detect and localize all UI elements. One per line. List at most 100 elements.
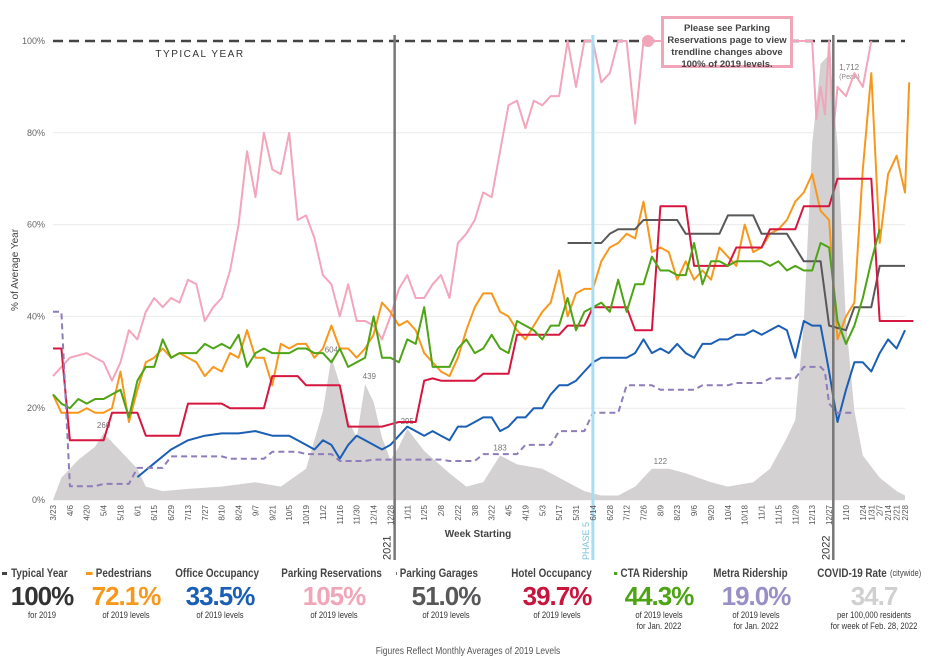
legend-parking-reservations: Parking Reservations 105% of 2019 levels [278, 566, 390, 621]
typical-year-swatch [2, 571, 8, 575]
legend-covid-rate: COVID-19 Rate (citywide) 34.7 per 100,000… [814, 566, 934, 632]
covid-peak-label: 1,712 [839, 63, 860, 72]
legend-hotel-occupancy: Hotel Occupancy 39.7% of 2019 levels [508, 566, 606, 621]
x-tick-label: 10/5 [285, 504, 294, 520]
x-tick-label: 5/31 [572, 504, 581, 520]
x-tick-label: 8/24 [235, 504, 244, 520]
legend-parking-garages: Parking Garages 51.0% of 2019 levels [396, 566, 496, 621]
x-tick-label: 6/14 [589, 504, 598, 520]
x-tick-label: 5/17 [555, 504, 564, 520]
x-tick-label: 6/29 [167, 504, 176, 520]
x-tick-label: 9/6 [690, 504, 699, 516]
legend-sub: of 2019 levels [102, 610, 150, 620]
x-tick-label: 1/11 [403, 504, 412, 520]
marker-label: PHASE 5 [581, 522, 591, 560]
legend-value: 72.1% [91, 581, 162, 611]
x-tick-label: 4/20 [83, 504, 92, 520]
x-tick-label: 2/14 [884, 504, 893, 520]
legend-label-suffix: (citywide) [890, 568, 922, 578]
legend-value: 39.7% [522, 581, 593, 611]
cta-swatch [614, 571, 618, 575]
x-tick-label: 2/21 [893, 504, 902, 520]
x-tick-label: 8/23 [673, 504, 682, 520]
x-tick-label: 11/29 [791, 504, 800, 524]
covid-peak-label: 183 [493, 443, 507, 452]
x-tick-label: 5/4 [100, 504, 109, 516]
x-tick-label: 1/24 [859, 504, 868, 520]
x-tick-label: 1/31 [867, 504, 876, 520]
y-axis-label: % of Average Year [10, 228, 21, 311]
x-tick-label: 12/27 [825, 504, 834, 525]
legend-value: 34.7 [850, 581, 899, 611]
x-tick-label: 8/9 [656, 504, 665, 516]
x-tick-label: 7/27 [201, 504, 210, 520]
x-tick-label: 10/4 [724, 504, 733, 520]
x-tick-label: 7/26 [639, 504, 648, 520]
legend-office-occupancy: Office Occupancy 33.5% of 2019 levels [172, 566, 268, 621]
x-tick-label: 3/23 [49, 504, 58, 520]
x-tick-label: 10/19 [302, 504, 311, 525]
legend-label: Hotel Occupancy [511, 566, 592, 580]
legend-label: Office Occupancy [175, 566, 259, 580]
legend-pedestrians: Pedestrians 72.1% of 2019 levels [86, 566, 166, 621]
y-tick-label: 60% [27, 220, 45, 230]
up-arrow-icon [642, 35, 654, 47]
series-line-pedestrians [52, 72, 911, 423]
legend-sub: of 2019 levels [422, 610, 470, 620]
series-line-cta-ridership [52, 228, 881, 419]
x-tick-label: 1/10 [842, 504, 851, 520]
legend-sub: of 2019 levels [635, 610, 683, 620]
marker-label: 2022 [820, 536, 832, 560]
y-tick-label: 40% [27, 311, 45, 321]
legend-sub: of 2019 levels [310, 610, 358, 620]
x-tick-label: 9/7 [251, 504, 260, 516]
x-tick-label: 4/6 [66, 504, 75, 516]
x-tick-label: 2/22 [454, 504, 463, 520]
covid-peak-label: 122 [654, 457, 668, 466]
legend-value: 51.0% [411, 581, 482, 611]
y-tick-label: 20% [27, 403, 45, 413]
x-tick-label: 7/12 [623, 504, 632, 520]
x-tick-label: 11/15 [774, 504, 783, 524]
legend-sub: for 2019 [27, 610, 57, 620]
legend-label: Pedestrians [95, 566, 152, 580]
x-tick-label: 5/18 [116, 504, 125, 520]
x-tick-label: 11/2 [319, 504, 328, 520]
legend-metra-ridership: Metra Ridership 19.0% of 2019 levels for… [710, 566, 802, 632]
x-tick-label: 5/3 [538, 504, 547, 516]
legend-sub2: for Jan. 2022 [733, 621, 779, 631]
series-line-hotel-occupancy [53, 177, 914, 442]
covid-peak-label: 260 [97, 421, 111, 430]
x-tick-label: 2/28 [901, 504, 910, 520]
series-line-parking-garages [567, 214, 905, 332]
legend-label: CTA Ridership [620, 566, 688, 580]
legend-label: COVID-19 Rate [817, 566, 887, 580]
legend-label: Parking Garages [399, 566, 478, 580]
legend-value: 105% [302, 581, 367, 611]
series-line-office-occupancy [136, 320, 906, 478]
legend-label: Parking Reservations [281, 566, 382, 580]
x-tick-label: 2/7 [876, 504, 885, 516]
series-line-metra-ridership [53, 310, 855, 488]
x-tick-label: 9/20 [707, 504, 716, 520]
x-tick-label: 11/1 [758, 504, 767, 520]
footer-note: Figures Reflect Monthly Averages of 2019… [375, 646, 561, 657]
x-tick-label: 12/14 [370, 504, 379, 525]
x-tick-label: 3/8 [471, 504, 480, 516]
legend-value: 44.3% [624, 581, 695, 611]
series-line-parking-reservations [52, 40, 873, 382]
legend-typical-year: Typical Year 100% for 2019 [2, 566, 82, 621]
x-tick-label: 8/10 [218, 504, 227, 520]
x-tick-label: 6/1 [133, 504, 142, 516]
x-tick-label: 6/28 [606, 504, 615, 520]
legend-sub: of 2019 levels [732, 610, 780, 620]
x-tick-label: 6/15 [150, 504, 159, 520]
parking-reservations-note: Please see Parking Reservations page to … [661, 16, 793, 70]
legend-label: Metra Ridership [713, 566, 788, 580]
legend-label: Typical Year [11, 566, 68, 580]
marker-label: 2021 [382, 536, 394, 560]
legend-cta-ridership: CTA Ridership 44.3% of 2019 levels for J… [614, 566, 704, 632]
x-tick-label: 12/13 [808, 504, 817, 525]
x-tick-label: 9/21 [268, 504, 277, 520]
legend-value: 33.5% [185, 581, 256, 611]
